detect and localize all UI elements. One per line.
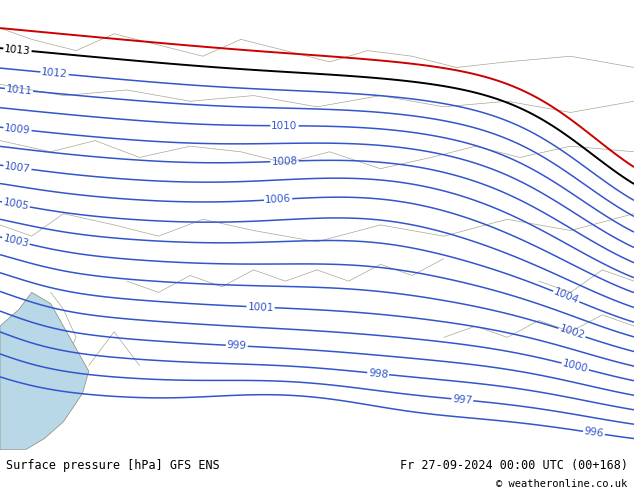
Text: 997: 997	[452, 394, 473, 406]
Text: 1012: 1012	[41, 67, 68, 79]
Text: © weatheronline.co.uk: © weatheronline.co.uk	[496, 479, 628, 489]
Text: 1000: 1000	[561, 358, 589, 374]
Text: 1007: 1007	[4, 161, 31, 174]
Text: Surface pressure [hPa] GFS ENS: Surface pressure [hPa] GFS ENS	[6, 459, 220, 471]
Text: 996: 996	[583, 426, 604, 440]
Text: 1006: 1006	[264, 194, 292, 205]
Text: 1005: 1005	[2, 197, 30, 212]
Text: 1010: 1010	[271, 121, 297, 131]
Text: 1009: 1009	[4, 122, 31, 135]
Text: 1002: 1002	[558, 324, 586, 342]
Text: 1011: 1011	[6, 84, 33, 96]
Text: 1004: 1004	[552, 287, 580, 306]
Polygon shape	[0, 293, 89, 450]
Text: 998: 998	[368, 368, 389, 380]
Text: 1001: 1001	[247, 301, 274, 313]
Text: Fr 27-09-2024 00:00 UTC (00+168): Fr 27-09-2024 00:00 UTC (00+168)	[399, 459, 628, 471]
Text: 1008: 1008	[271, 156, 298, 167]
Text: 1003: 1003	[2, 233, 30, 249]
Text: 1013: 1013	[4, 44, 31, 56]
Text: 999: 999	[226, 340, 247, 351]
